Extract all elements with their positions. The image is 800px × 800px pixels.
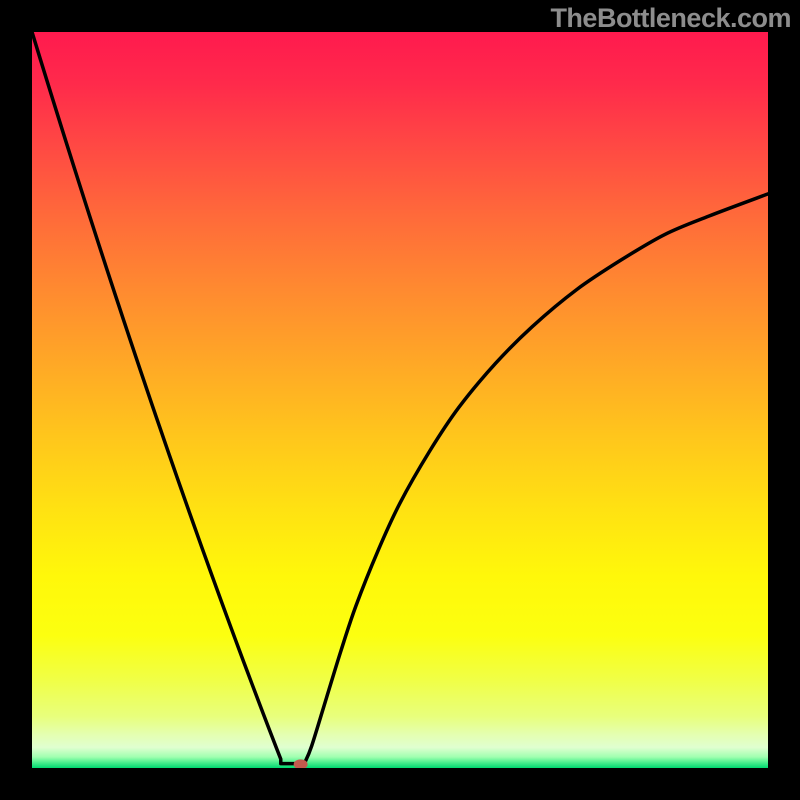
plot-area: [32, 32, 768, 768]
bottleneck-chart-svg: [32, 32, 768, 768]
gradient-background: [32, 32, 768, 768]
watermark-text: TheBottleneck.com: [550, 3, 791, 34]
